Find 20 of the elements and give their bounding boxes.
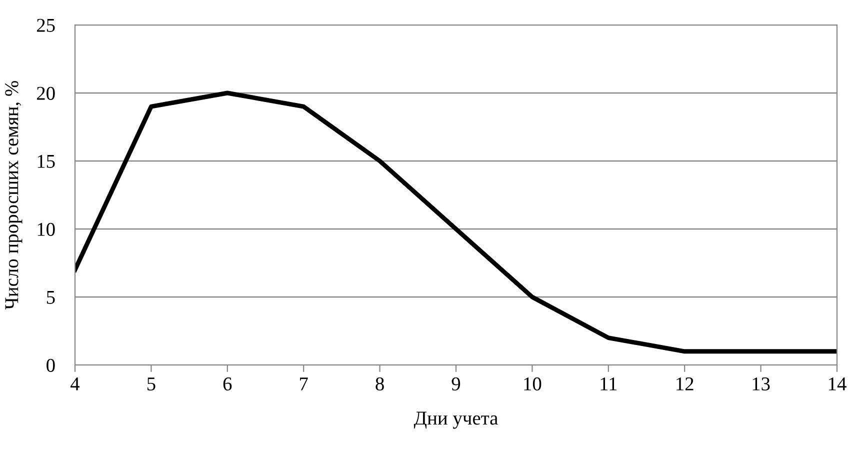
y-axis-title: Число проросших семян, % xyxy=(5,80,22,310)
x-tick-label: 14 xyxy=(828,377,846,390)
x-tick-label: 9 xyxy=(452,377,460,390)
y-tick-label: 20 xyxy=(36,86,55,100)
y-tick-label: 0 xyxy=(46,358,55,372)
x-tick-label: 6 xyxy=(223,377,232,390)
x-tick-label: 11 xyxy=(600,377,617,390)
x-axis-title: Дни учета xyxy=(414,412,498,429)
x-tick-label: 7 xyxy=(300,378,308,390)
x-tick-label: 12 xyxy=(676,377,694,390)
x-tick-label: 8 xyxy=(376,377,384,390)
x-tick-label: 4 xyxy=(70,378,80,390)
line-series xyxy=(75,90,837,354)
y-tick-label: 25 xyxy=(36,18,55,32)
x-tick-label: 5 xyxy=(147,378,156,390)
y-tick-label: 10 xyxy=(38,222,55,236)
y-tick-label: 15 xyxy=(38,154,55,168)
x-tick-label: 13 xyxy=(752,377,770,390)
x-tick-label: 10 xyxy=(524,377,542,390)
y-tick-label: 5 xyxy=(46,291,55,304)
